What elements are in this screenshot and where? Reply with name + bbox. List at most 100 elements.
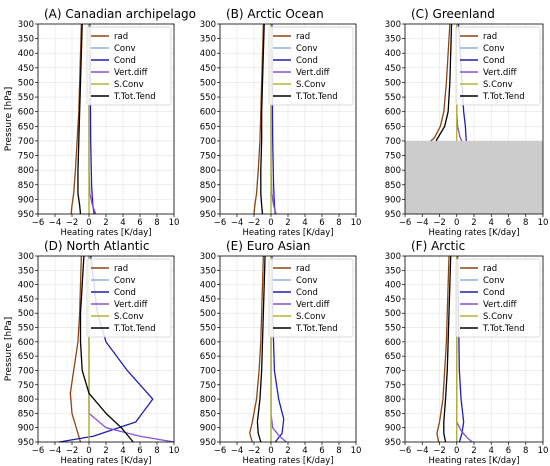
y-tick-label: 450 [200, 64, 216, 74]
y-tick-label: 450 [385, 295, 401, 305]
legend-entry-label: S.Conv [483, 80, 513, 90]
series-line-t-tot-tend [443, 255, 452, 443]
x-tick-label: 0 [86, 218, 91, 228]
y-tick-label: 850 [18, 181, 34, 191]
y-tick-label: 450 [18, 295, 34, 305]
x-tick-label: 0 [454, 218, 459, 228]
x-axis-label: Heating rates [K/day] [428, 228, 519, 238]
y-tick-label: 500 [385, 78, 401, 88]
y-tick-label: 300 [385, 252, 401, 262]
x-tick-label: 10 [169, 218, 180, 228]
x-axis-label: Heating rates [K/day] [428, 456, 519, 466]
y-tick-label: 650 [18, 122, 34, 132]
legend-entry-label: T.Tot.Tend [113, 324, 156, 334]
x-tick-label: −4 [231, 446, 244, 456]
y-tick-label: 950 [385, 438, 401, 448]
legend-entry-label: rad [114, 264, 128, 274]
chart-title: (F) Arctic [411, 239, 465, 253]
x-tick-label: 8 [336, 446, 341, 456]
legend-entry-label: Vert.diff [114, 68, 149, 78]
legend-entry-label: Conv [114, 276, 136, 286]
y-tick-label: 900 [200, 424, 216, 434]
y-tick-label: 400 [18, 281, 34, 291]
x-tick-label: 10 [538, 218, 549, 228]
x-tick-label: −2 [248, 218, 261, 228]
legend: rad Conv Cond Vert.diff S.Conv T.Tot.Tend [455, 258, 541, 338]
legend-box [455, 26, 541, 106]
y-tick-label: 850 [385, 181, 401, 191]
x-tick-label: 4 [302, 446, 307, 456]
x-tick-label: −2 [248, 446, 261, 456]
legend-entry-label: rad [483, 264, 497, 274]
legend-entry-label: T.Tot.Tend [295, 92, 338, 102]
legend-entry-label: Conv [114, 44, 136, 54]
y-tick-label: 750 [385, 381, 401, 391]
legend-entry-label: Conv [296, 276, 318, 286]
x-tick-label: 2 [471, 218, 476, 228]
y-tick-label: 500 [385, 309, 401, 319]
y-tick-label: 600 [200, 108, 216, 118]
legend: rad Conv Cond Vert.diff S.Conv T.Tot.Tend [86, 26, 172, 106]
y-tick-label: 350 [200, 266, 216, 276]
x-tick-label: −6 [399, 218, 412, 228]
x-tick-label: 4 [489, 218, 494, 228]
x-tick-label: 6 [319, 218, 324, 228]
legend-entry-label: rad [296, 32, 310, 42]
legend-entry-label: S.Conv [296, 80, 326, 90]
legend-entry-label: Cond [483, 56, 505, 66]
x-tick-label: 8 [154, 446, 159, 456]
x-tick-label: −6 [214, 446, 227, 456]
y-tick-label: 950 [385, 210, 401, 220]
y-tick-label: 800 [385, 166, 401, 176]
x-tick-label: 2 [285, 446, 290, 456]
legend-entry-label: rad [114, 32, 128, 42]
y-tick-label: 650 [18, 352, 34, 362]
chart-title: (C) Greenland [411, 7, 495, 21]
chart-title: (A) Canadian archipelago [44, 7, 196, 21]
legend: rad Conv Cond Vert.diff S.Conv T.Tot.Tend [455, 26, 541, 106]
y-tick-label: 700 [18, 366, 34, 376]
legend-entry-label: Conv [483, 44, 505, 54]
y-tick-label: 300 [18, 20, 34, 30]
y-tick-label: 850 [200, 409, 216, 419]
y-tick-label: 950 [200, 210, 216, 220]
x-tick-label: 2 [103, 446, 108, 456]
legend-entry-label: S.Conv [296, 312, 326, 322]
legend-entry-label: T.Tot.Tend [295, 324, 338, 334]
series-line-t-tot-tend [435, 23, 453, 142]
y-tick-label: 950 [18, 210, 34, 220]
x-tick-label: −4 [49, 218, 62, 228]
x-tick-label: −4 [49, 446, 62, 456]
y-tick-label: 300 [18, 252, 34, 262]
y-tick-label: 850 [200, 181, 216, 191]
legend-entry-label: T.Tot.Tend [482, 92, 525, 102]
x-tick-label: 10 [351, 446, 362, 456]
y-tick-label: 300 [385, 20, 401, 30]
y-tick-label: 600 [18, 338, 34, 348]
y-axis-label: Pressure [hPa] [4, 87, 14, 152]
x-tick-label: −2 [66, 218, 79, 228]
y-tick-label: 400 [18, 49, 34, 59]
y-tick-label: 300 [200, 252, 216, 262]
y-tick-label: 500 [200, 309, 216, 319]
legend-entry-label: S.Conv [114, 312, 144, 322]
y-tick-label: 650 [200, 352, 216, 362]
chart-title: (D) North Atlantic [44, 239, 149, 253]
x-tick-label: 0 [268, 218, 273, 228]
y-tick-label: 550 [385, 324, 401, 334]
chart-panel: −6 −4 −2 0 2 4 6 8 10 300 350 400 450 500 550 600 650 700… [4, 7, 196, 238]
y-tick-label: 700 [385, 137, 401, 147]
chart-panel: −6 −4 −2 0 2 4 6 8 10 300 350 400 450 500 550 600 650 700… [385, 239, 549, 466]
x-tick-label: 10 [169, 446, 180, 456]
x-tick-label: 0 [86, 446, 91, 456]
series-line-rad [69, 255, 82, 443]
legend-entry-label: rad [296, 264, 310, 274]
y-tick-label: 400 [200, 49, 216, 59]
x-tick-label: −6 [214, 218, 227, 228]
legend-entry-label: Cond [296, 288, 318, 298]
x-tick-label: −6 [32, 218, 45, 228]
y-tick-label: 450 [18, 64, 34, 74]
legend-entry-label: Cond [483, 288, 505, 298]
x-tick-label: 8 [336, 218, 341, 228]
x-tick-label: −2 [433, 446, 446, 456]
